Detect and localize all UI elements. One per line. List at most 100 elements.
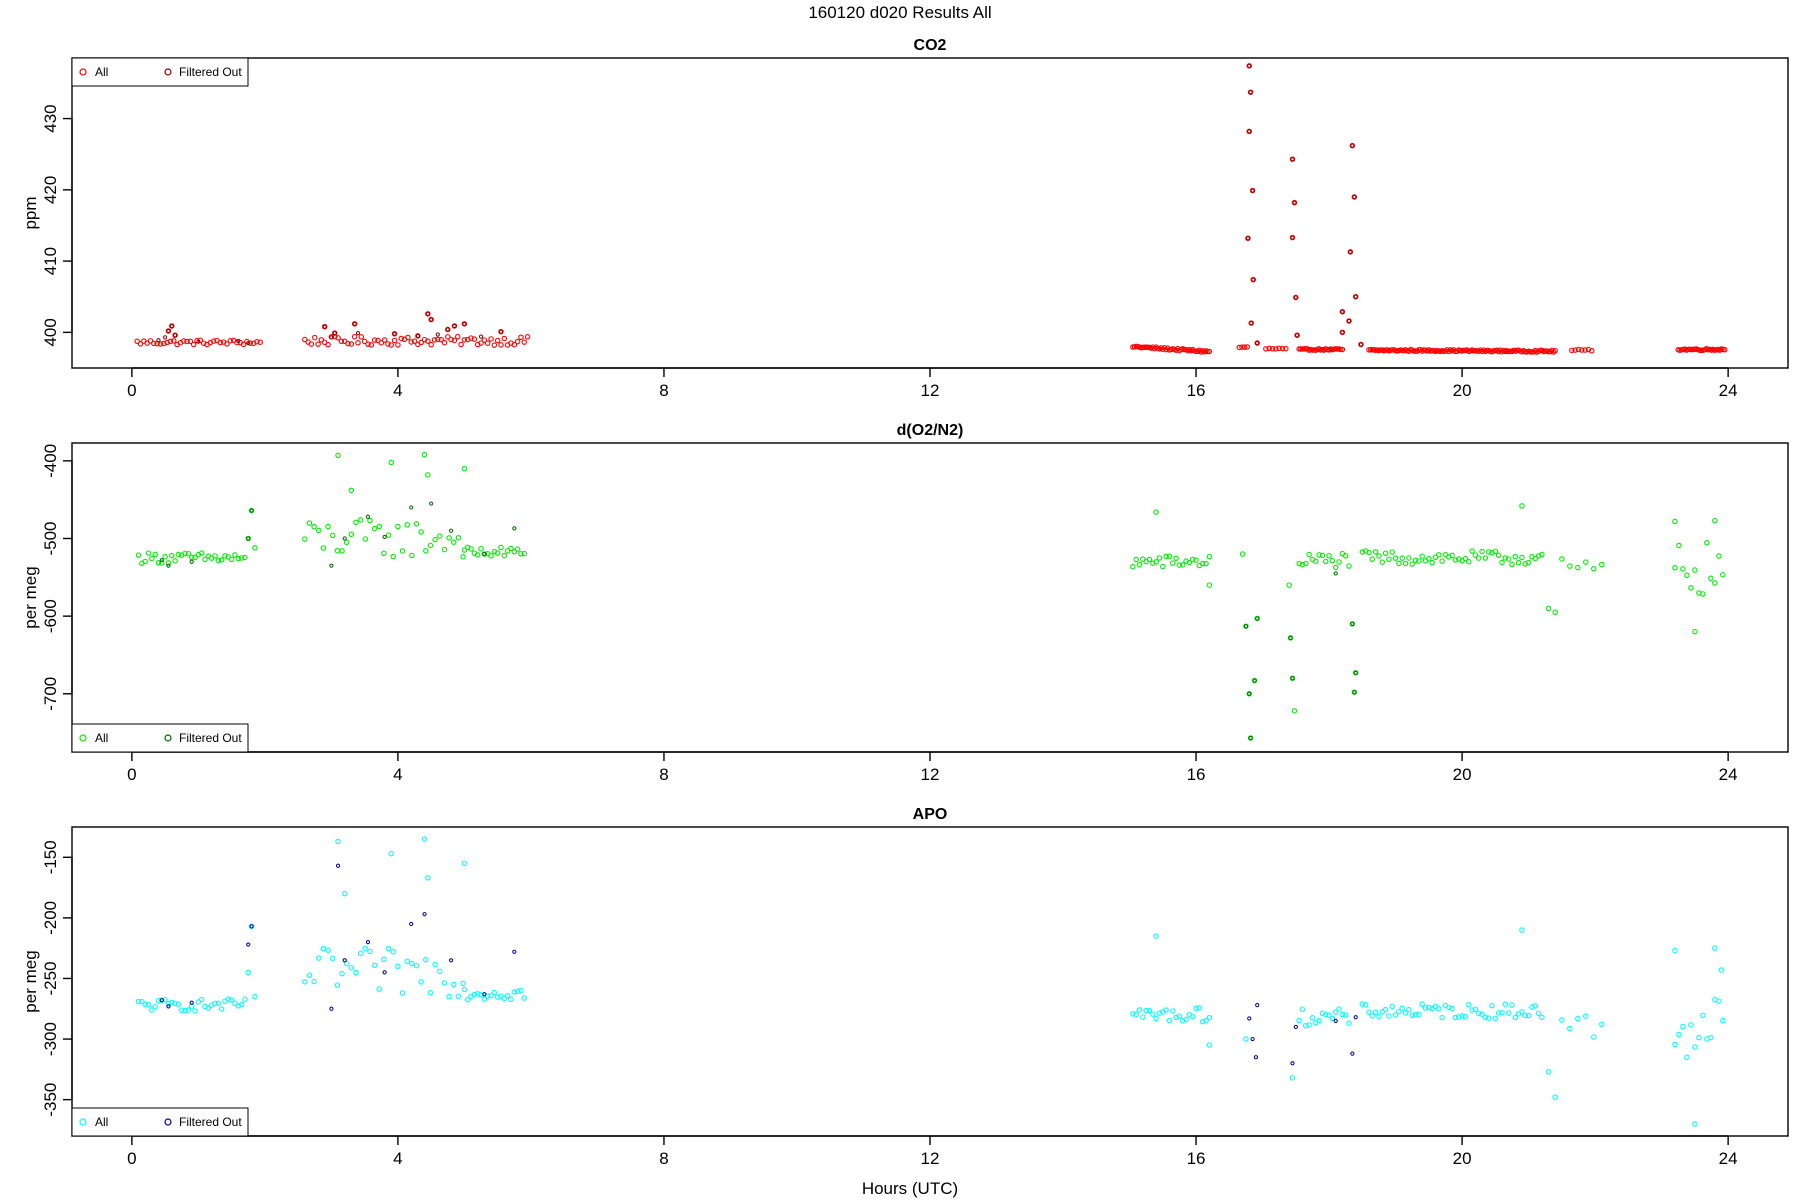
data-point-all	[471, 336, 478, 342]
data-point-filtered	[335, 863, 341, 868]
data-point-all	[431, 337, 438, 343]
data-point-all	[381, 550, 387, 557]
data-point-filtered	[1250, 1036, 1255, 1042]
data-point-filtered	[498, 329, 504, 334]
data-point-all	[385, 945, 392, 952]
data-point-all	[1519, 554, 1525, 561]
data-point-all	[339, 970, 345, 977]
data-point-all	[345, 340, 351, 347]
data-point-all	[458, 341, 464, 348]
data-point-all	[504, 993, 511, 999]
data-point-all	[498, 342, 504, 348]
data-point-all	[1692, 628, 1698, 635]
x-tick-label: 16	[1187, 765, 1206, 784]
data-point-all	[1452, 557, 1459, 563]
data-point-all	[1579, 347, 1585, 353]
legend-marker-filtered	[164, 734, 172, 742]
data-point-all	[381, 337, 388, 343]
data-point-all	[437, 968, 443, 975]
data-point-filtered	[1348, 249, 1353, 254]
data-point-all	[388, 342, 395, 348]
data-point-all	[494, 994, 501, 1000]
data-point-all	[1449, 552, 1455, 559]
data-point-all	[334, 547, 341, 554]
data-point-all	[1358, 341, 1364, 348]
data-point-filtered	[1350, 1051, 1355, 1056]
data-point-all	[165, 560, 172, 566]
data-point-all	[1263, 346, 1269, 352]
data-point-all	[1399, 1005, 1405, 1011]
data-point-all	[1189, 1013, 1196, 1020]
data-point-all	[371, 525, 378, 532]
plot-frame	[71, 442, 1789, 753]
data-point-filtered	[449, 528, 454, 533]
data-point-all	[1479, 548, 1485, 555]
legend: All Filtered Out	[71, 57, 249, 87]
data-point-all	[1575, 564, 1581, 571]
data-point-all	[212, 553, 218, 559]
data-point-all	[1402, 560, 1409, 567]
data-point-all	[1599, 1021, 1605, 1027]
data-point-all	[521, 339, 528, 345]
data-point-all	[1684, 572, 1690, 578]
data-point-all	[381, 956, 387, 962]
data-point-all	[1469, 1007, 1475, 1013]
data-point-all	[471, 991, 478, 998]
legend-label-filtered: Filtered Out	[179, 65, 242, 79]
data-point-all	[210, 338, 217, 344]
data-point-all	[448, 336, 454, 343]
data-point-all	[1322, 1012, 1329, 1018]
data-point-all	[1160, 563, 1166, 570]
data-point-all	[1303, 1022, 1309, 1029]
data-point-all	[1532, 1003, 1539, 1009]
data-point-all	[390, 948, 397, 955]
data-point-filtered	[1248, 735, 1253, 741]
data-point-all	[149, 555, 155, 562]
data-point-all	[1322, 558, 1329, 565]
data-point-all	[232, 1000, 238, 1006]
data-point-all	[325, 523, 331, 530]
data-point-all	[468, 546, 474, 552]
data-point-all	[362, 945, 369, 952]
data-point-all	[1479, 1011, 1485, 1017]
data-point-all	[1552, 1094, 1558, 1100]
data-point-all	[187, 338, 194, 345]
data-point-all	[1519, 503, 1525, 509]
data-point-all	[1680, 1023, 1686, 1030]
data-point-filtered	[1247, 691, 1252, 696]
x-tick-label: 12	[921, 765, 940, 784]
data-point-filtered	[1245, 236, 1251, 241]
data-point-all	[188, 554, 195, 561]
data-point-all	[1251, 677, 1258, 684]
data-point-all	[1150, 560, 1156, 566]
data-point-all	[238, 1001, 245, 1008]
data-point-filtered	[342, 958, 347, 963]
data-point-all	[1289, 675, 1296, 681]
y-tick-label: -300	[41, 1022, 60, 1056]
data-point-all	[1456, 1014, 1462, 1020]
data-point-all	[1243, 623, 1249, 629]
data-point-all	[1412, 557, 1419, 564]
data-point-all	[511, 341, 518, 348]
data-point-all	[1396, 1008, 1402, 1015]
data-point-all	[441, 546, 448, 553]
data-point-filtered	[462, 321, 467, 326]
legend-box	[71, 723, 249, 753]
data-point-all	[413, 521, 420, 527]
data-point-all	[306, 972, 313, 979]
data-point-filtered	[445, 327, 450, 332]
data-point-all	[1406, 1006, 1412, 1013]
data-point-all	[1244, 344, 1251, 350]
data-point-all	[409, 552, 415, 559]
data-point-all	[1529, 1004, 1535, 1010]
data-point-all	[1326, 553, 1332, 559]
data-point-all	[1243, 1036, 1249, 1042]
data-point-all	[1273, 346, 1279, 352]
data-point-filtered	[478, 334, 484, 339]
data-point-all	[1499, 1009, 1505, 1016]
data-point-all	[1176, 562, 1183, 568]
data-point-all	[478, 340, 484, 346]
data-point-all	[1409, 1012, 1415, 1018]
data-point-all	[376, 986, 383, 992]
y-tick-label: 410	[41, 247, 60, 275]
